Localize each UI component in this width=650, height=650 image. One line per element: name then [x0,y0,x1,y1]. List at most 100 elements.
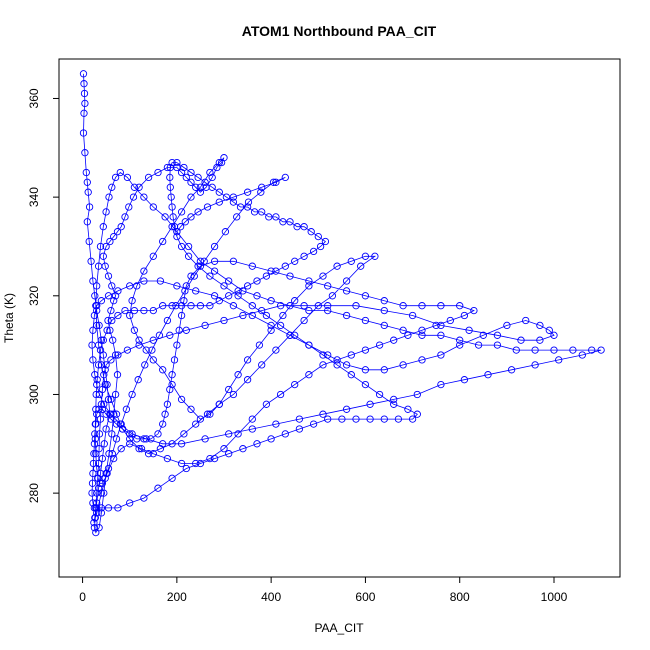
data-point [93,376,101,384]
data-point [140,267,148,275]
data-point [196,183,205,191]
data-point [99,252,107,260]
data-point [97,504,106,512]
data-point [187,405,195,413]
data-point [149,450,157,458]
data-point [390,395,398,404]
data-point [130,183,139,191]
data-point [89,326,97,334]
data-point [418,331,426,339]
data-point [203,410,212,418]
data-point [194,208,202,216]
x-tick-label: 0 [79,590,86,604]
data-point [100,400,108,408]
data-point [291,257,299,265]
data-point [210,267,219,275]
data-point [128,297,136,305]
data-point [309,420,318,428]
data-point [85,237,93,246]
data-point [456,341,464,349]
data-point [456,302,464,310]
data-point [236,203,245,211]
data-point [111,292,120,300]
data-point [361,252,370,260]
data-point [114,311,122,320]
data-point [166,183,174,191]
data-point [173,341,181,349]
data-point [95,430,104,438]
data-point [404,331,412,339]
data-point [113,228,122,236]
data-point [253,292,261,300]
data-point [126,499,134,507]
data-point [361,366,370,374]
data-point [300,223,308,231]
data-point [258,183,266,191]
data-point [203,203,212,211]
data-point [107,306,115,315]
data-point [366,415,374,423]
data-point [108,316,116,325]
data-point [493,341,502,349]
data-point [437,351,445,359]
data-point [305,277,313,285]
data-point [342,405,351,413]
data-point [408,415,417,423]
data-point [413,410,421,418]
data-point [531,346,539,354]
data-point [79,129,88,137]
data-point [234,292,242,300]
data-point [168,158,176,167]
data-point [133,282,141,290]
data-point [105,193,113,201]
data-point [97,509,106,517]
data-point [90,524,99,532]
data-point [437,321,445,330]
data-point [98,385,107,394]
data-point [291,297,299,305]
data-point [98,454,107,463]
data-point [90,519,98,527]
data-point [342,277,351,285]
data-point [169,213,177,221]
data-point [399,302,407,310]
data-point [361,316,370,325]
data-point [380,321,388,330]
data-point [168,474,176,482]
data-point [517,336,525,344]
data-point [108,450,116,458]
data-point [244,198,253,206]
data-point [101,474,109,482]
data-series [79,70,605,537]
data-point [196,302,205,310]
data-point [140,277,148,285]
data-point [281,430,289,438]
data-point [94,459,103,468]
data-point [234,430,242,438]
data-point [267,297,275,305]
data-point [243,376,252,384]
data-point [196,459,205,468]
data-point [168,302,176,310]
data-point [93,380,101,389]
data-point [114,351,122,359]
data-point [135,336,143,344]
data-point [200,257,208,265]
data-point [550,331,558,339]
data-point [108,282,116,290]
data-point [121,213,129,221]
data-point [125,203,133,211]
data-point [100,489,108,497]
data-point [234,287,242,295]
data-point [122,405,131,413]
data-point [91,514,99,522]
data-point [88,479,97,487]
data-point [181,287,189,295]
data-point [194,173,202,182]
data-point [99,223,107,231]
y-tick-label: 280 [27,483,41,503]
data-point [94,474,102,482]
data-point [96,415,105,423]
data-point [181,218,189,226]
data-point [106,237,114,246]
